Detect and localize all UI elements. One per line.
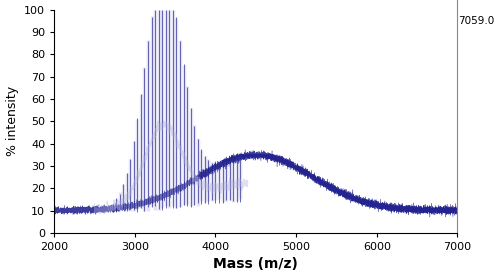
X-axis label: Mass (m/z): Mass (m/z) — [214, 257, 298, 271]
Y-axis label: % intensity: % intensity — [6, 86, 18, 156]
Text: 7059.0: 7059.0 — [458, 16, 494, 26]
